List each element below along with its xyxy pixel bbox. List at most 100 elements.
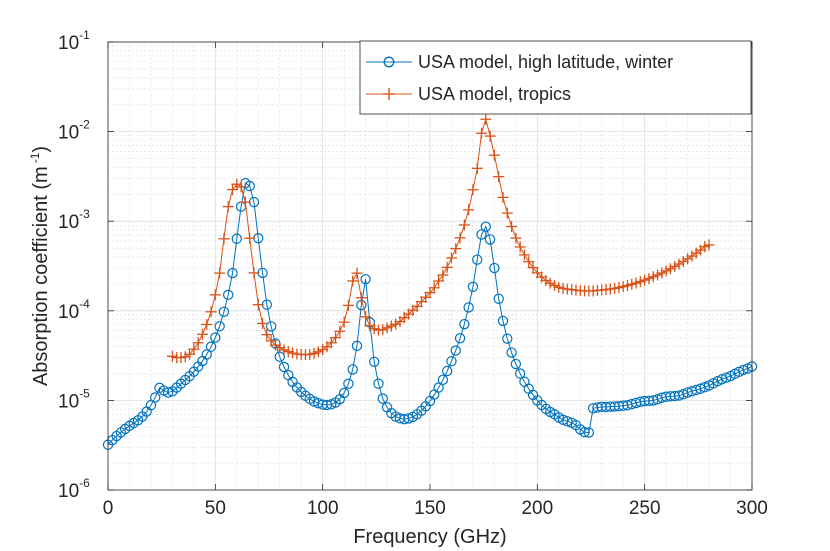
data-point — [514, 241, 526, 253]
data-point — [523, 256, 535, 268]
data-point — [476, 229, 487, 240]
data-point — [428, 282, 440, 294]
y-axis-label: Absorption coefficient (m-1) — [28, 146, 52, 386]
data-point — [502, 333, 513, 344]
data-point — [703, 239, 715, 251]
data-point — [210, 332, 221, 343]
data-point — [317, 399, 328, 410]
data-point — [347, 275, 359, 287]
data-point — [458, 219, 470, 231]
data-point — [583, 427, 595, 438]
x-tick-label: 200 — [521, 498, 553, 519]
series-tropics — [166, 113, 715, 364]
data-point — [338, 316, 350, 328]
data-point — [231, 233, 242, 244]
data-point — [261, 329, 273, 341]
data-point — [196, 328, 208, 340]
data-point — [454, 333, 466, 344]
data-point — [454, 232, 466, 244]
data-point — [201, 319, 213, 331]
data-point — [489, 262, 500, 274]
data-point — [437, 269, 449, 281]
data-point — [368, 356, 380, 367]
data-point — [596, 401, 607, 413]
data-point — [433, 382, 444, 393]
data-point — [257, 317, 269, 329]
data-point — [377, 393, 388, 404]
data-point — [476, 127, 488, 139]
data-point — [514, 368, 526, 379]
x-axis-label: Frequency (GHz) — [353, 526, 506, 548]
data-point — [201, 349, 212, 360]
data-point — [403, 413, 414, 424]
legend-marker-winter — [383, 56, 395, 68]
data-point — [347, 364, 358, 375]
data-point — [562, 416, 573, 427]
x-tick-label: 50 — [205, 498, 226, 519]
data-point — [463, 302, 474, 313]
data-point — [278, 361, 290, 373]
axis-ticks — [107, 41, 753, 491]
data-point — [235, 181, 247, 193]
data-point — [506, 221, 518, 233]
data-point — [373, 378, 384, 389]
data-point — [506, 347, 517, 358]
data-point — [248, 267, 260, 279]
data-point — [351, 340, 363, 352]
data-point — [579, 426, 590, 438]
data-point — [334, 325, 346, 337]
data-point — [467, 184, 479, 196]
data-point — [459, 318, 470, 330]
data-point — [518, 249, 530, 261]
legend-box — [359, 40, 752, 115]
series-winter — [102, 177, 758, 450]
data-point — [214, 267, 226, 279]
data-point — [244, 180, 255, 192]
data-point — [488, 149, 500, 161]
data-point — [480, 221, 492, 232]
data-point — [338, 387, 350, 399]
data-point — [244, 232, 256, 244]
data-point — [480, 113, 492, 125]
data-point — [738, 364, 749, 376]
data-point — [471, 162, 483, 174]
data-point — [497, 191, 509, 203]
y-tick-labels: 10-6 10-5 10-4 10-3 10-2 10-1 — [58, 28, 90, 502]
data-point — [205, 341, 217, 352]
data-point — [497, 315, 509, 327]
data-point — [265, 321, 277, 332]
data-point — [360, 311, 372, 323]
x-tick-label: 300 — [736, 498, 768, 519]
x-tick-labels: 0 50 100 150 200 250 300 — [103, 498, 768, 519]
data-point — [450, 345, 461, 356]
data-point — [501, 207, 513, 219]
data-point — [493, 171, 505, 183]
y-tick-label: 10-2 — [58, 118, 90, 144]
data-point — [441, 365, 453, 377]
data-point — [721, 372, 732, 383]
data-point — [330, 332, 342, 344]
data-point — [600, 401, 612, 413]
data-point — [360, 273, 371, 285]
y-tick-label: 10-1 — [58, 28, 90, 54]
data-point — [343, 378, 354, 389]
data-point — [484, 130, 496, 142]
data-point — [145, 400, 157, 411]
y-tick-label: 10-4 — [58, 297, 90, 323]
data-point — [150, 392, 161, 403]
data-point — [433, 275, 445, 287]
data-point — [342, 299, 354, 311]
y-tick-label: 10-5 — [58, 386, 90, 412]
data-point — [239, 196, 251, 208]
x-tick-label: 250 — [629, 498, 661, 519]
data-point — [192, 337, 204, 349]
data-point — [227, 267, 238, 279]
data-point — [437, 374, 449, 385]
data-point — [351, 267, 363, 279]
x-tick-label: 0 — [103, 498, 114, 519]
legend-label-winter: USA model, high latitude, winter — [418, 52, 673, 72]
data-point — [394, 413, 406, 424]
data-point — [355, 292, 367, 304]
data-point — [205, 306, 217, 318]
